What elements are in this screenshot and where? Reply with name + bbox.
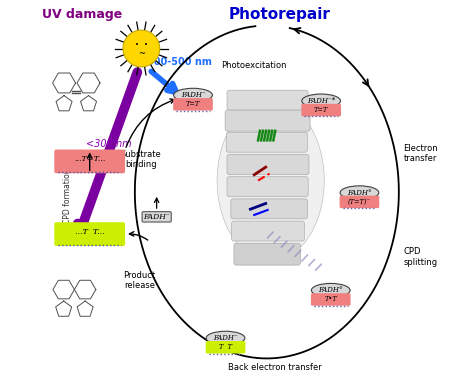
FancyBboxPatch shape: [311, 293, 351, 306]
Text: FADH⁻: FADH⁻: [143, 213, 170, 221]
Text: FADH⁻: FADH⁻: [181, 91, 205, 99]
Circle shape: [123, 30, 160, 67]
FancyBboxPatch shape: [231, 199, 308, 219]
FancyBboxPatch shape: [227, 90, 308, 110]
Text: T=T: T=T: [314, 106, 328, 114]
Ellipse shape: [340, 186, 379, 200]
Text: FADH⁻*: FADH⁻*: [307, 97, 335, 105]
Text: (T=T)⁻: (T=T)⁻: [348, 197, 371, 205]
Text: FADH°: FADH°: [319, 286, 343, 294]
Text: CPD
splitting: CPD splitting: [403, 247, 438, 267]
Text: CPD formation: CPD formation: [64, 168, 73, 223]
Ellipse shape: [206, 331, 245, 345]
Ellipse shape: [173, 88, 212, 102]
Text: Back electron transfer: Back electron transfer: [228, 363, 322, 372]
FancyBboxPatch shape: [227, 177, 308, 197]
Text: FADH°: FADH°: [347, 189, 372, 197]
FancyBboxPatch shape: [206, 341, 246, 354]
Text: <300 nm: <300 nm: [86, 139, 132, 149]
Text: T=T: T=T: [186, 100, 200, 108]
Text: Product
release: Product release: [123, 271, 155, 290]
FancyBboxPatch shape: [227, 154, 309, 174]
Text: 300-500 nm: 300-500 nm: [147, 57, 212, 67]
Text: FADH⁻: FADH⁻: [213, 334, 238, 342]
Text: ...T  T...: ...T T...: [75, 228, 104, 236]
Text: T  T: T T: [219, 343, 232, 351]
FancyBboxPatch shape: [339, 195, 379, 208]
Text: ...T=T...: ...T=T...: [74, 155, 105, 163]
Text: Photorepair: Photorepair: [228, 7, 330, 22]
Text: Substrate
binding: Substrate binding: [121, 150, 162, 169]
FancyBboxPatch shape: [225, 110, 310, 131]
Text: •: •: [144, 42, 148, 48]
FancyBboxPatch shape: [55, 149, 125, 173]
FancyBboxPatch shape: [301, 104, 341, 116]
FancyBboxPatch shape: [232, 221, 304, 241]
FancyBboxPatch shape: [173, 98, 213, 111]
Ellipse shape: [217, 100, 324, 261]
Text: ~: ~: [138, 49, 145, 58]
Text: Photoexcitation: Photoexcitation: [221, 61, 287, 70]
Text: UV damage: UV damage: [42, 8, 122, 21]
Text: •: •: [135, 42, 139, 48]
FancyBboxPatch shape: [234, 243, 301, 265]
Text: Electron
transfer: Electron transfer: [403, 144, 438, 164]
FancyBboxPatch shape: [55, 222, 125, 246]
Text: T•T: T•T: [324, 295, 337, 303]
Ellipse shape: [311, 283, 350, 297]
FancyBboxPatch shape: [226, 132, 308, 152]
Polygon shape: [135, 26, 399, 358]
Ellipse shape: [302, 94, 340, 108]
